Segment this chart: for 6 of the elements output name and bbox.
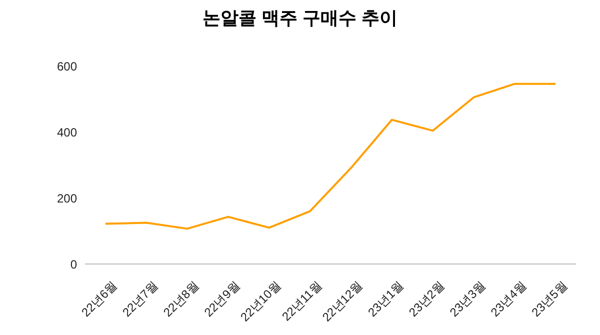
y-tick-label: 200 [56,191,78,206]
y-tick-label: 400 [56,125,78,140]
y-tick-label: 600 [56,59,78,74]
line-series [104,82,557,230]
y-tick-label: 0 [70,257,78,272]
chart-title: 논알콜 맥주 구매수 추이 [201,8,398,30]
